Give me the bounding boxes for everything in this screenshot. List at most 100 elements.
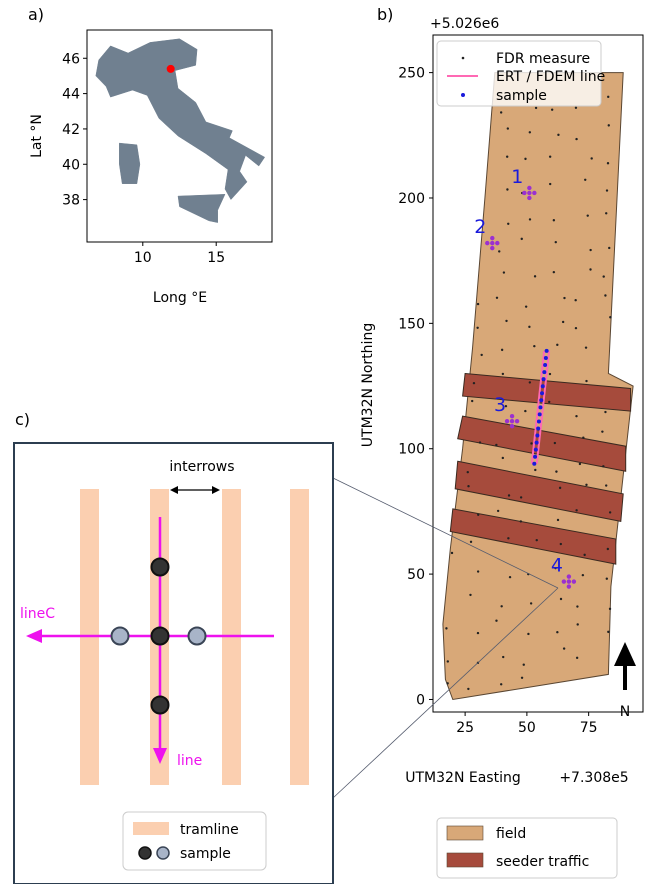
fdr-point [555,470,558,473]
interrows-label: interrows [169,459,234,475]
fdr-point [534,468,537,472]
fdr-point [478,441,482,444]
fdr-point [520,676,524,679]
fdr-point [605,189,609,192]
fdr-point [584,346,588,349]
panel-b-y-ticks: 0 50 100 150 200 250 [398,66,433,708]
fdr-point [553,441,557,445]
region-sicily [177,194,226,223]
fdr-point [498,250,501,253]
fdr-point [501,456,505,460]
fdr-point [556,518,560,522]
fdr-point [548,400,551,404]
fdr-point [467,485,470,488]
fdr-point [508,575,512,579]
fdr-point [524,157,527,161]
fdr-point [446,660,449,663]
fdr-point [476,302,480,306]
fdr-point [606,547,610,551]
sample-light-1 [110,626,130,646]
linec-arrow-icon [26,629,42,643]
fdr-point [585,379,588,383]
panel-a-map: 10 15 38 40 42 44 46 Long °E Lat °N [29,29,273,306]
sample-cross-point [495,240,500,246]
sample-dark-1 [150,557,170,577]
y-tick-label: 42 [62,122,80,138]
fdr-point [495,296,499,299]
fdr-point [550,108,554,111]
zoom-line-bottom [332,587,559,799]
fdr-point [558,486,562,490]
fdr-point [450,551,454,555]
ert-sample-point [540,384,545,389]
fdr-point [602,275,605,278]
ert-sample-point [543,355,548,360]
x-tick-label: 75 [580,720,598,736]
fdr-point [520,237,523,241]
fdr-point [470,399,474,403]
ert-sample-point [540,391,545,396]
fdr-point [556,343,559,347]
legend-sample-dark-marker [138,846,152,860]
sample-cross-point [532,190,537,196]
fdr-point [608,246,611,250]
panel-a-y-label: Lat °N [29,114,45,158]
ert-sample-point [534,440,539,445]
fdr-point [548,155,552,158]
italy-map [95,38,266,223]
fdr-point [495,443,498,447]
fdr-point [504,404,508,408]
x-tick-label: 50 [518,720,536,736]
sample-label: 1 [511,166,523,188]
fdr-point [507,494,511,497]
fdr-point [582,436,585,439]
fdr-point [589,248,592,252]
sample-light-2 [187,626,207,646]
fdr-point [605,212,608,215]
fdr-point [590,157,593,160]
fdr-point [501,372,505,376]
sample-location-4: 4 [551,555,577,589]
fdr-point [607,95,610,99]
line-label: line [177,753,202,769]
north-arrow: N [614,642,636,720]
panel-b-legend: FDR measure ERT / FDEM line sample [436,40,605,107]
fdr-point [445,627,448,630]
fdr-point [466,470,469,474]
sample-label: 3 [494,394,506,416]
legend-tramline-label: tramline [180,822,239,838]
fdr-point [533,344,536,348]
fdr-point [585,483,588,487]
fdr-point [505,155,509,158]
interrows-arrow-left-icon [170,486,178,494]
fdr-point [609,316,612,319]
y-tick-label: 40 [62,157,80,173]
panel-b-y-offset: +5.026e6 [430,16,499,32]
sample-cross-point [509,418,515,424]
fdr-point [575,656,579,660]
panel-b-y-label: UTM32N Northing [360,323,376,447]
y-tick-label: 0 [416,692,425,708]
fdr-point [519,520,523,523]
fdr-point [584,178,587,181]
ert-sample-point [537,412,542,417]
fdr-point [495,619,498,622]
seeder-strip [462,372,632,412]
fdr-point [602,465,605,468]
fdr-point [576,623,579,626]
fdr-point [480,353,483,357]
location-markers [166,64,175,73]
sample-cross-point [527,185,532,191]
panel-b-legend-box [436,40,602,107]
fdr-point [500,348,504,352]
fdr-point [554,566,557,570]
fdr-point [529,602,533,605]
seeder-traffic-strips [449,372,632,565]
sample-cross-point [527,190,532,196]
fdr-point [606,162,610,165]
seeder-strip [449,508,617,565]
linec-label: lineC [20,606,55,622]
x-tick-label: 15 [207,250,225,266]
fdr-point [500,605,503,608]
fdr-point [561,320,565,324]
